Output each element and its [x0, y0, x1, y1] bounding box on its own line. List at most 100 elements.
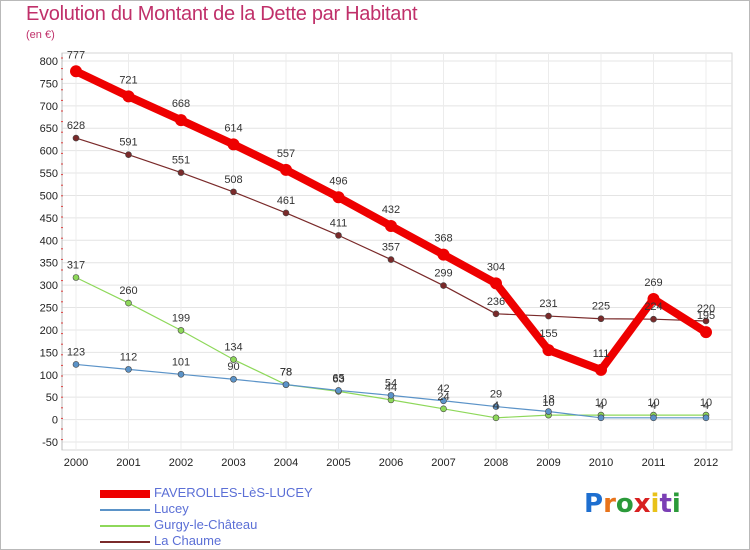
x-tick-label: 2007 [431, 457, 455, 469]
series-point [230, 356, 237, 363]
data-label: 112 [120, 351, 138, 363]
series-point [125, 151, 132, 158]
legend-swatch [100, 541, 150, 543]
series-point [72, 274, 80, 281]
data-label: 10 [647, 397, 659, 409]
series-point [177, 169, 185, 176]
series-point [492, 310, 500, 318]
y-tick-label: 700 [40, 101, 58, 113]
series-point [177, 371, 185, 378]
logo-letter: P [584, 489, 604, 519]
legend-label: FAVEROLLES-LèS-LUCEY [154, 485, 313, 500]
data-label: 591 [119, 137, 137, 149]
legend-label: La Chaume [154, 533, 222, 548]
data-label: 4 [493, 400, 499, 412]
legend-swatch [100, 490, 150, 498]
x-tick-label: 2009 [536, 457, 560, 469]
y-tick-label: 750 [40, 78, 58, 90]
logo-letter: r [603, 489, 616, 519]
series-point [282, 209, 290, 217]
data-label: 101 [172, 356, 190, 368]
data-label: 4 [650, 400, 656, 412]
data-label: 10 [542, 397, 554, 409]
data-label: 225 [592, 301, 610, 313]
series-point [387, 256, 395, 263]
data-label: 78 [280, 367, 292, 379]
data-label: 496 [329, 175, 347, 187]
y-tick-label: 500 [40, 190, 58, 202]
data-label: 220 [697, 303, 715, 315]
data-label: 508 [224, 174, 242, 186]
data-label: 54 [385, 377, 397, 389]
y-tick-label: 50 [46, 392, 58, 404]
data-label: 65 [332, 372, 344, 384]
series-point [650, 315, 657, 323]
y-tick-label: -50 [42, 437, 58, 449]
data-label: 777 [67, 49, 85, 61]
data-label: 111 [593, 348, 610, 360]
series-point [125, 366, 132, 373]
series-point [125, 299, 132, 307]
series-point [702, 414, 710, 422]
y-tick-label: 200 [40, 325, 58, 337]
series-point [542, 344, 555, 357]
chart-title: Evolution du Montant de la Dette par Hab… [26, 3, 418, 25]
series-point [122, 90, 135, 103]
series-point [282, 381, 290, 388]
logo-letter: i [650, 489, 660, 519]
data-label: 299 [434, 268, 452, 280]
y-tick-label: 350 [40, 258, 58, 270]
data-label: 78 [280, 367, 292, 379]
legend-label: Lucey [154, 501, 189, 516]
series-point [440, 405, 447, 413]
data-label: 10 [700, 397, 712, 409]
data-label: 224 [644, 301, 662, 313]
series-point [72, 134, 80, 142]
x-tick-label: 2008 [484, 457, 508, 469]
y-tick-label: 250 [40, 303, 58, 315]
data-label: 269 [644, 277, 662, 289]
series-point [702, 317, 710, 325]
series-point [335, 387, 342, 394]
series-point [230, 375, 237, 383]
data-label: 10 [595, 397, 607, 409]
series-point [440, 282, 447, 289]
data-label: 304 [487, 261, 505, 273]
y-tick-label: 400 [40, 235, 58, 247]
data-label: 317 [67, 259, 85, 271]
series-point [387, 392, 395, 399]
series-point [545, 312, 552, 320]
legend-swatch [100, 525, 150, 527]
data-label: 432 [382, 204, 400, 216]
legend-swatch [100, 509, 150, 511]
data-label: 557 [277, 148, 295, 160]
data-label: 668 [172, 98, 190, 110]
data-label: 614 [224, 122, 242, 134]
logo-letter: o [615, 489, 634, 519]
series-point [70, 65, 82, 78]
data-label: 18 [542, 394, 554, 406]
x-tick-label: 2006 [379, 457, 403, 469]
series-point [492, 403, 500, 410]
y-tick-label: 0 [52, 415, 58, 427]
series-point [597, 315, 605, 323]
data-label: 411 [330, 217, 348, 229]
series-point [280, 163, 292, 176]
chart-subtitle: (en €) [26, 29, 55, 41]
x-tick-label: 2010 [589, 457, 613, 469]
data-label: 155 [539, 328, 557, 340]
y-tick-label: 800 [40, 56, 58, 68]
series-point [650, 414, 657, 422]
data-label: 195 [697, 310, 715, 322]
data-label: 29 [490, 389, 502, 401]
x-tick-label: 2003 [221, 457, 245, 469]
series-point [227, 138, 240, 151]
y-tick-label: 550 [40, 168, 58, 180]
series-point [440, 397, 447, 405]
x-tick-label: 2011 [642, 457, 666, 469]
series-point [175, 114, 187, 127]
data-label: 4 [598, 400, 604, 412]
series-point [230, 188, 237, 196]
data-label: 368 [434, 233, 452, 245]
